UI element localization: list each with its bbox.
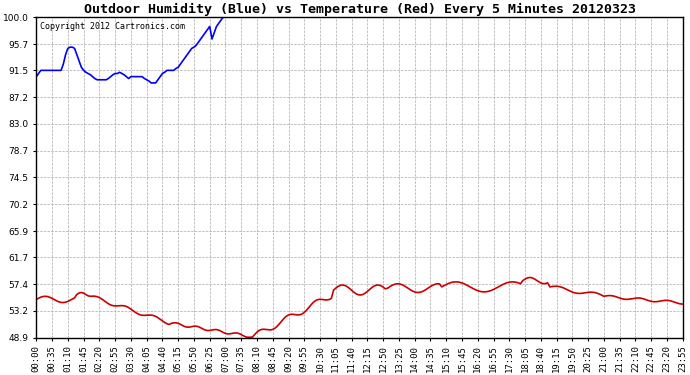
Text: Copyright 2012 Cartronics.com: Copyright 2012 Cartronics.com [39, 22, 184, 31]
Title: Outdoor Humidity (Blue) vs Temperature (Red) Every 5 Minutes 20120323: Outdoor Humidity (Blue) vs Temperature (… [83, 3, 635, 16]
